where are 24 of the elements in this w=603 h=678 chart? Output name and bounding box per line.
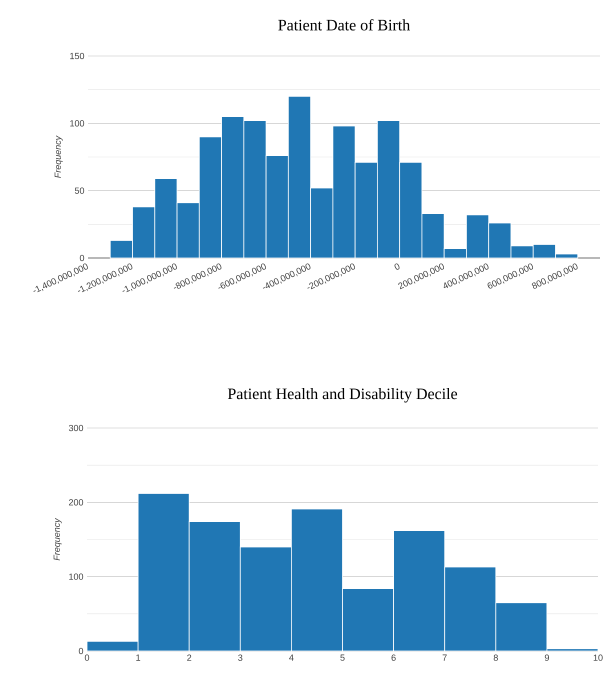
y-tick-label: 300 [68,424,84,432]
y-tick-label: 50 [74,187,84,194]
x-tick-label: 9 [544,654,549,661]
y-tick-label: 0 [78,648,84,654]
y-tick-label: 150 [70,52,84,60]
chart-title: Patient Health and Disability Decile [228,388,458,402]
x-tick-label: 0 [394,264,400,270]
x-tick-label: 8 [494,654,498,661]
x-tick-label: 10 [594,654,603,661]
x-tick-label: 2 [187,654,192,661]
y-axis-title: Frequency [54,135,63,178]
x-tick-label: 7 [442,654,447,661]
y-tick-label: 100 [69,573,84,580]
y-axis-title: Frequency [54,518,62,560]
y-tick-label: 0 [80,254,84,262]
x-tick-label: 5 [340,654,345,661]
x-tick-label: 6 [392,654,396,661]
x-tick-label: 1 [136,654,140,661]
y-tick-label: 100 [70,120,84,127]
x-tick-label: 0 [84,654,90,661]
chart-title: Patient Date of Birth [278,19,410,30]
x-tick-label: 3 [238,654,242,661]
y-tick-label: 200 [68,499,84,506]
x-tick-label: 4 [289,654,294,661]
